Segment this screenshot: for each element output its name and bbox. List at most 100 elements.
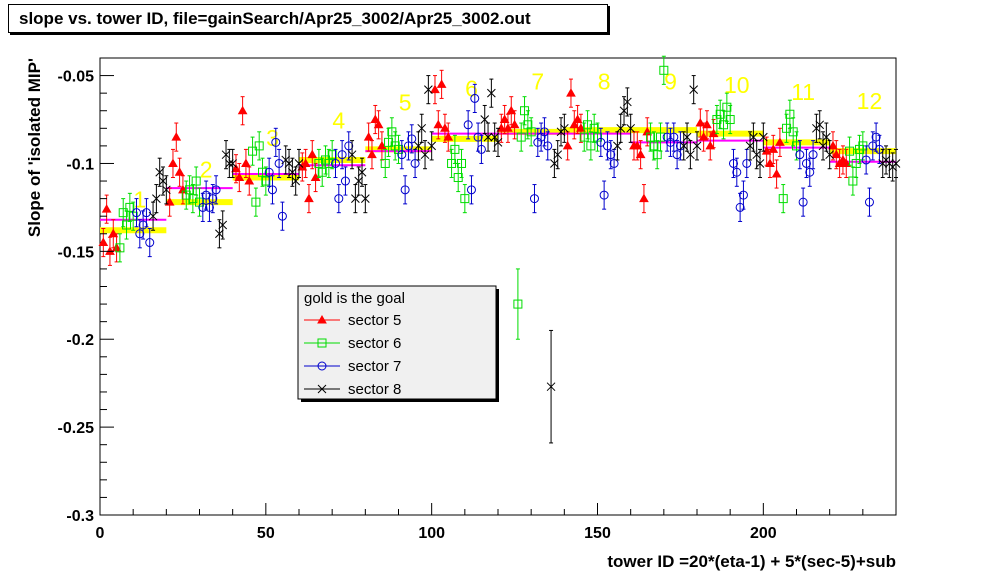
data-point <box>686 150 695 160</box>
data-point-stroke <box>755 159 765 168</box>
data-point <box>400 185 410 195</box>
data-point-stroke <box>493 138 503 147</box>
data-point <box>357 167 367 177</box>
data-point <box>639 193 649 203</box>
data-point <box>828 140 838 150</box>
data-point <box>394 144 403 154</box>
data-point-stroke <box>818 141 828 151</box>
data-point-stroke <box>317 384 327 394</box>
sector-label: 2 <box>200 157 213 183</box>
data-point <box>546 382 556 392</box>
data-point <box>397 150 407 160</box>
data-point <box>111 242 122 252</box>
data-point <box>745 141 755 151</box>
data-point <box>801 158 811 168</box>
data-point <box>294 159 304 168</box>
data-point <box>543 141 553 151</box>
data-point <box>457 158 467 168</box>
data-point-stroke <box>483 132 493 142</box>
data-point <box>122 220 132 230</box>
data-point-stroke <box>414 141 423 151</box>
series-sector-8 <box>148 75 901 444</box>
data-point <box>440 123 450 132</box>
data-point <box>334 194 344 204</box>
data-point <box>679 141 689 151</box>
y-axis-label: Slope of 'isolated MIP' <box>25 58 44 237</box>
data-point <box>805 167 815 177</box>
data-point <box>626 123 636 133</box>
data-point <box>271 137 281 147</box>
data-point <box>738 190 748 200</box>
legend-title: gold is the goal <box>304 290 405 307</box>
legend-entry-label: sector 8 <box>348 381 401 398</box>
data-point-stroke <box>148 211 158 221</box>
legend-entry-label: sector 6 <box>348 335 401 352</box>
data-point <box>330 158 340 168</box>
data-point-stroke <box>284 159 294 168</box>
data-point <box>317 384 327 394</box>
data-point-stroke <box>288 167 297 177</box>
data-point-stroke <box>215 229 224 239</box>
data-point-stroke <box>158 176 168 186</box>
data-point <box>586 141 596 151</box>
data-point <box>171 132 182 141</box>
data-point <box>267 185 277 195</box>
data-point <box>141 208 151 218</box>
data-point <box>503 123 513 132</box>
data-point <box>317 338 327 348</box>
data-point <box>261 176 271 186</box>
data-point <box>606 150 616 160</box>
data-point-stroke <box>294 159 304 168</box>
data-point <box>414 141 423 151</box>
data-point <box>208 194 218 204</box>
data-point <box>742 158 752 168</box>
data-point <box>553 150 563 160</box>
data-point-stroke <box>161 185 171 195</box>
data-point <box>725 115 735 125</box>
data-point-stroke <box>682 132 692 142</box>
data-point <box>244 176 255 185</box>
data-point <box>460 194 470 204</box>
chart-title: slope vs. tower ID, file=gainSearch/Apr2… <box>19 9 531 28</box>
data-point-stroke <box>622 97 632 107</box>
data-point <box>732 167 742 177</box>
data-point <box>241 158 251 167</box>
data-point-stroke <box>155 167 165 177</box>
data-point <box>705 140 716 150</box>
data-point <box>377 140 387 150</box>
data-point <box>589 123 599 133</box>
data-point <box>215 229 224 239</box>
data-point <box>470 93 480 103</box>
sector-label: 5 <box>399 90 412 116</box>
data-point <box>234 172 245 182</box>
data-point-stroke <box>825 150 835 160</box>
data-point <box>138 220 148 230</box>
data-point <box>572 114 583 124</box>
data-point <box>735 202 745 212</box>
data-point <box>861 155 871 165</box>
data-point <box>559 123 569 133</box>
data-point <box>118 208 128 218</box>
data-point <box>340 176 350 186</box>
data-point <box>672 150 682 160</box>
data-point <box>360 194 370 203</box>
data-point <box>771 168 782 178</box>
data-point <box>841 158 852 167</box>
data-point <box>131 208 141 218</box>
data-point <box>317 361 327 371</box>
sector-label: 8 <box>598 69 611 95</box>
data-point-stroke <box>821 132 831 142</box>
data-point <box>526 127 536 137</box>
y-tick-label: -0.2 <box>66 332 94 349</box>
data-point <box>476 144 486 154</box>
data-point <box>221 150 231 160</box>
data-point <box>450 144 460 154</box>
data-point <box>702 119 712 129</box>
data-point <box>264 167 274 177</box>
data-point <box>593 132 602 142</box>
data-point <box>891 159 901 168</box>
data-point <box>407 134 417 144</box>
sector-label: 4 <box>332 107 345 133</box>
data-point <box>254 141 264 151</box>
y-tick-label: -0.3 <box>66 508 94 525</box>
